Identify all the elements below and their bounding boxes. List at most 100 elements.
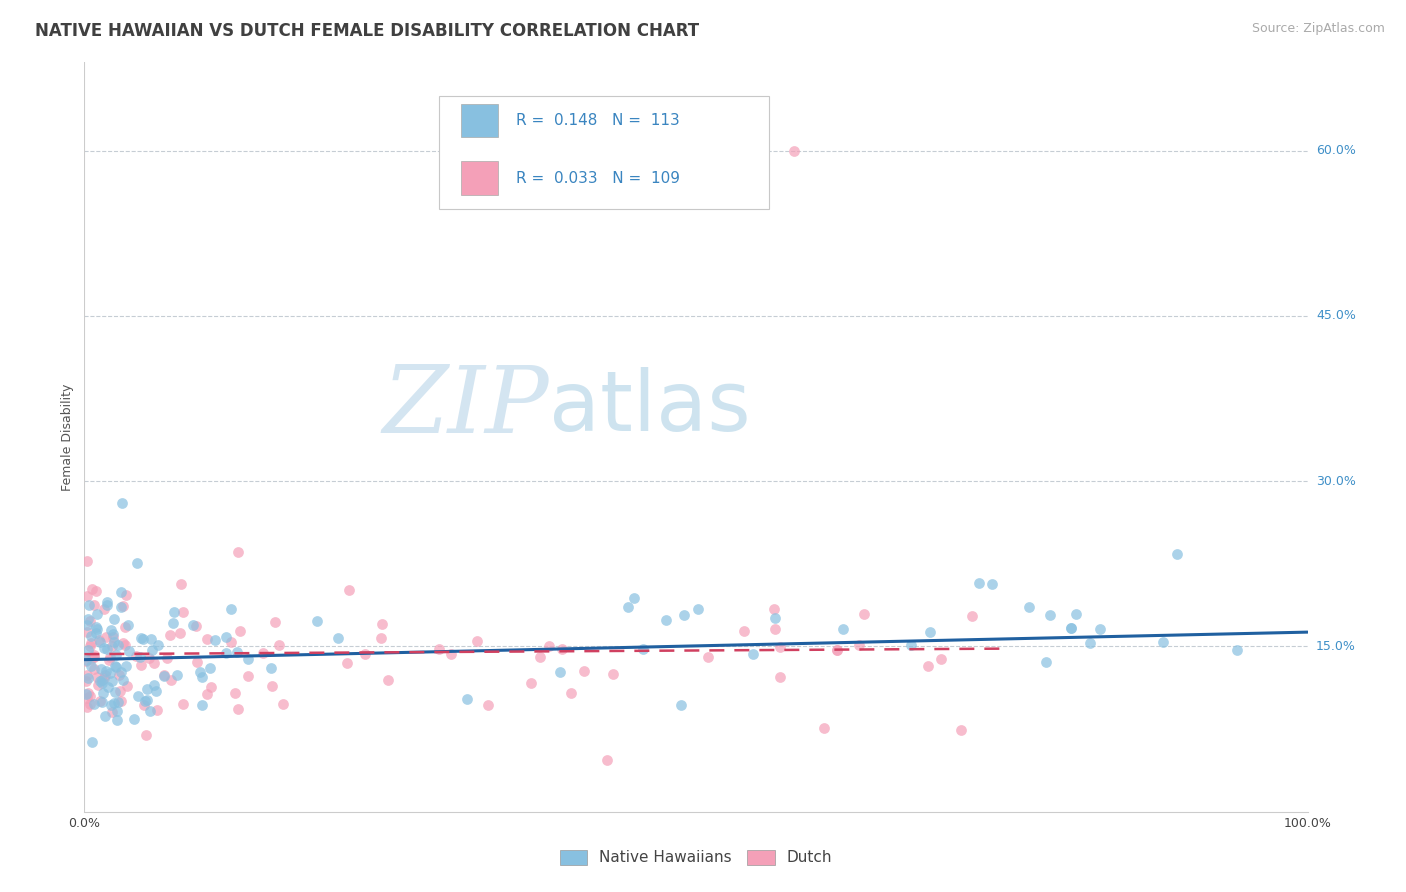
Point <box>86 584 108 599</box>
Point <box>238 652 260 666</box>
Point <box>763 611 786 625</box>
Point <box>145 703 167 717</box>
Point <box>114 638 136 652</box>
Point <box>1226 643 1249 657</box>
Point <box>215 630 238 644</box>
Point <box>929 652 952 666</box>
Point <box>529 650 551 665</box>
Point <box>111 496 134 510</box>
Point <box>900 638 922 652</box>
Point <box>129 658 152 673</box>
Point <box>733 624 755 638</box>
Text: NATIVE HAWAIIAN VS DUTCH FEMALE DISABILITY CORRELATION CHART: NATIVE HAWAIIAN VS DUTCH FEMALE DISABILI… <box>35 22 699 40</box>
Point <box>89 635 111 649</box>
Point <box>574 664 596 678</box>
Point <box>456 692 478 706</box>
Point <box>852 607 875 621</box>
Point <box>825 643 848 657</box>
Point <box>83 662 105 676</box>
Point <box>134 694 156 708</box>
Point <box>94 708 117 723</box>
Point <box>200 680 222 694</box>
Point <box>827 643 849 657</box>
Point <box>769 640 792 654</box>
Point <box>669 698 692 712</box>
Point <box>159 628 181 642</box>
Point <box>93 671 115 685</box>
FancyBboxPatch shape <box>461 161 498 195</box>
Point <box>616 600 638 615</box>
Point <box>112 673 135 688</box>
Point <box>110 584 132 599</box>
Point <box>190 670 212 684</box>
Point <box>112 635 135 649</box>
Point <box>135 682 157 697</box>
Point <box>336 657 359 671</box>
Point <box>226 545 249 559</box>
Point <box>76 668 98 682</box>
Point <box>104 685 127 699</box>
Point <box>76 686 98 700</box>
Point <box>90 662 112 676</box>
Point <box>75 673 97 688</box>
Point <box>76 589 98 603</box>
Point <box>79 639 101 653</box>
Point <box>655 613 678 627</box>
Point <box>100 666 122 681</box>
Point <box>77 612 100 626</box>
Point <box>86 622 108 636</box>
Point <box>138 651 160 665</box>
Point <box>672 608 695 623</box>
Point <box>75 654 97 668</box>
Point <box>80 636 103 650</box>
Point <box>105 713 128 727</box>
Point <box>76 671 98 685</box>
Point <box>110 665 132 680</box>
Point <box>813 721 835 735</box>
Point <box>100 698 122 712</box>
Point <box>114 620 136 634</box>
Point <box>79 652 101 666</box>
Point <box>107 639 129 653</box>
Text: 45.0%: 45.0% <box>1316 310 1355 322</box>
Point <box>188 665 211 680</box>
Point <box>96 595 118 609</box>
Point <box>186 655 208 669</box>
Point <box>89 694 111 708</box>
Point <box>1018 600 1040 615</box>
Point <box>97 680 120 694</box>
Point <box>831 622 853 636</box>
Text: R =  0.033   N =  109: R = 0.033 N = 109 <box>516 170 681 186</box>
Point <box>129 650 152 665</box>
Point <box>76 624 98 639</box>
Point <box>100 623 122 637</box>
Text: 30.0%: 30.0% <box>1316 475 1355 488</box>
Point <box>195 687 218 701</box>
Point <box>101 630 124 644</box>
Point <box>162 615 184 630</box>
Point <box>153 669 176 683</box>
Point <box>148 638 170 652</box>
Point <box>112 599 135 614</box>
Point <box>228 624 250 638</box>
Point <box>145 684 167 698</box>
Point <box>215 647 238 661</box>
Point <box>1064 607 1087 621</box>
Point <box>191 698 214 713</box>
Point <box>305 614 328 628</box>
Point <box>82 649 104 664</box>
Point <box>108 684 131 698</box>
Point <box>370 631 392 645</box>
Point <box>172 605 194 619</box>
Point <box>1166 547 1188 561</box>
Point <box>170 576 193 591</box>
Point <box>129 631 152 645</box>
Point <box>163 605 186 619</box>
Point <box>86 670 108 684</box>
Point <box>195 632 218 646</box>
Point <box>91 686 114 700</box>
FancyBboxPatch shape <box>439 96 769 209</box>
Text: 15.0%: 15.0% <box>1316 640 1355 653</box>
Point <box>763 601 786 615</box>
Point <box>101 705 124 719</box>
